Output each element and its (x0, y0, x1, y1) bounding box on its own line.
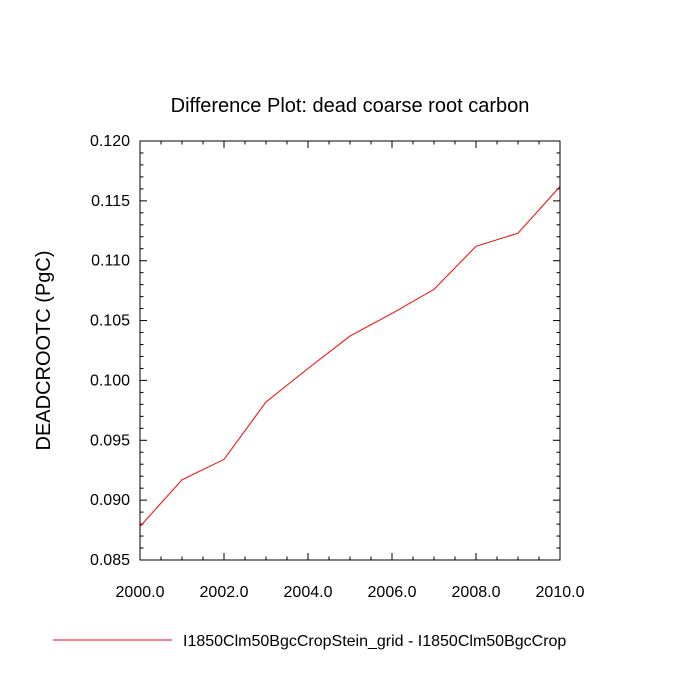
y-tick-label: 0.120 (90, 133, 130, 150)
x-tick-label: 2008.0 (452, 584, 501, 601)
x-tick-label: 2006.0 (368, 584, 417, 601)
chart-title: Difference Plot: dead coarse root carbon (171, 95, 530, 117)
y-tick-label: 0.110 (91, 253, 130, 270)
tick-marks (139, 140, 561, 561)
legend: I1850Clm50BgcCropStein_grid - I1850Clm50… (53, 633, 566, 650)
x-tick-label: 2002.0 (200, 584, 249, 601)
y-tick-label: 0.085 (90, 552, 130, 569)
y-axis-label: DEADCROOTC (PgC) (33, 250, 55, 450)
series-lines (139, 186, 561, 527)
legend-label: I1850Clm50BgcCropStein_grid - I1850Clm50… (183, 633, 566, 650)
y-tick-label: 0.090 (90, 492, 130, 509)
y-tick-label: 0.115 (91, 193, 130, 210)
y-axis-label-group: DEADCROOTC (PgC) (33, 250, 55, 450)
y-tick-label: 0.095 (90, 432, 130, 449)
y-tick-label: 0.105 (90, 313, 130, 330)
plot-frame (139, 140, 561, 561)
y-tick-label: 0.100 (90, 372, 130, 389)
x-tick-label: 2000.0 (116, 584, 165, 601)
tick-labels: 0.085 0.090 0.095 0.100 0.105 0.110 0.115 0.120… (90, 133, 585, 601)
series-line (139, 186, 561, 527)
x-tick-label: 2004.0 (284, 584, 333, 601)
x-tick-label: 2010.0 (536, 584, 585, 601)
